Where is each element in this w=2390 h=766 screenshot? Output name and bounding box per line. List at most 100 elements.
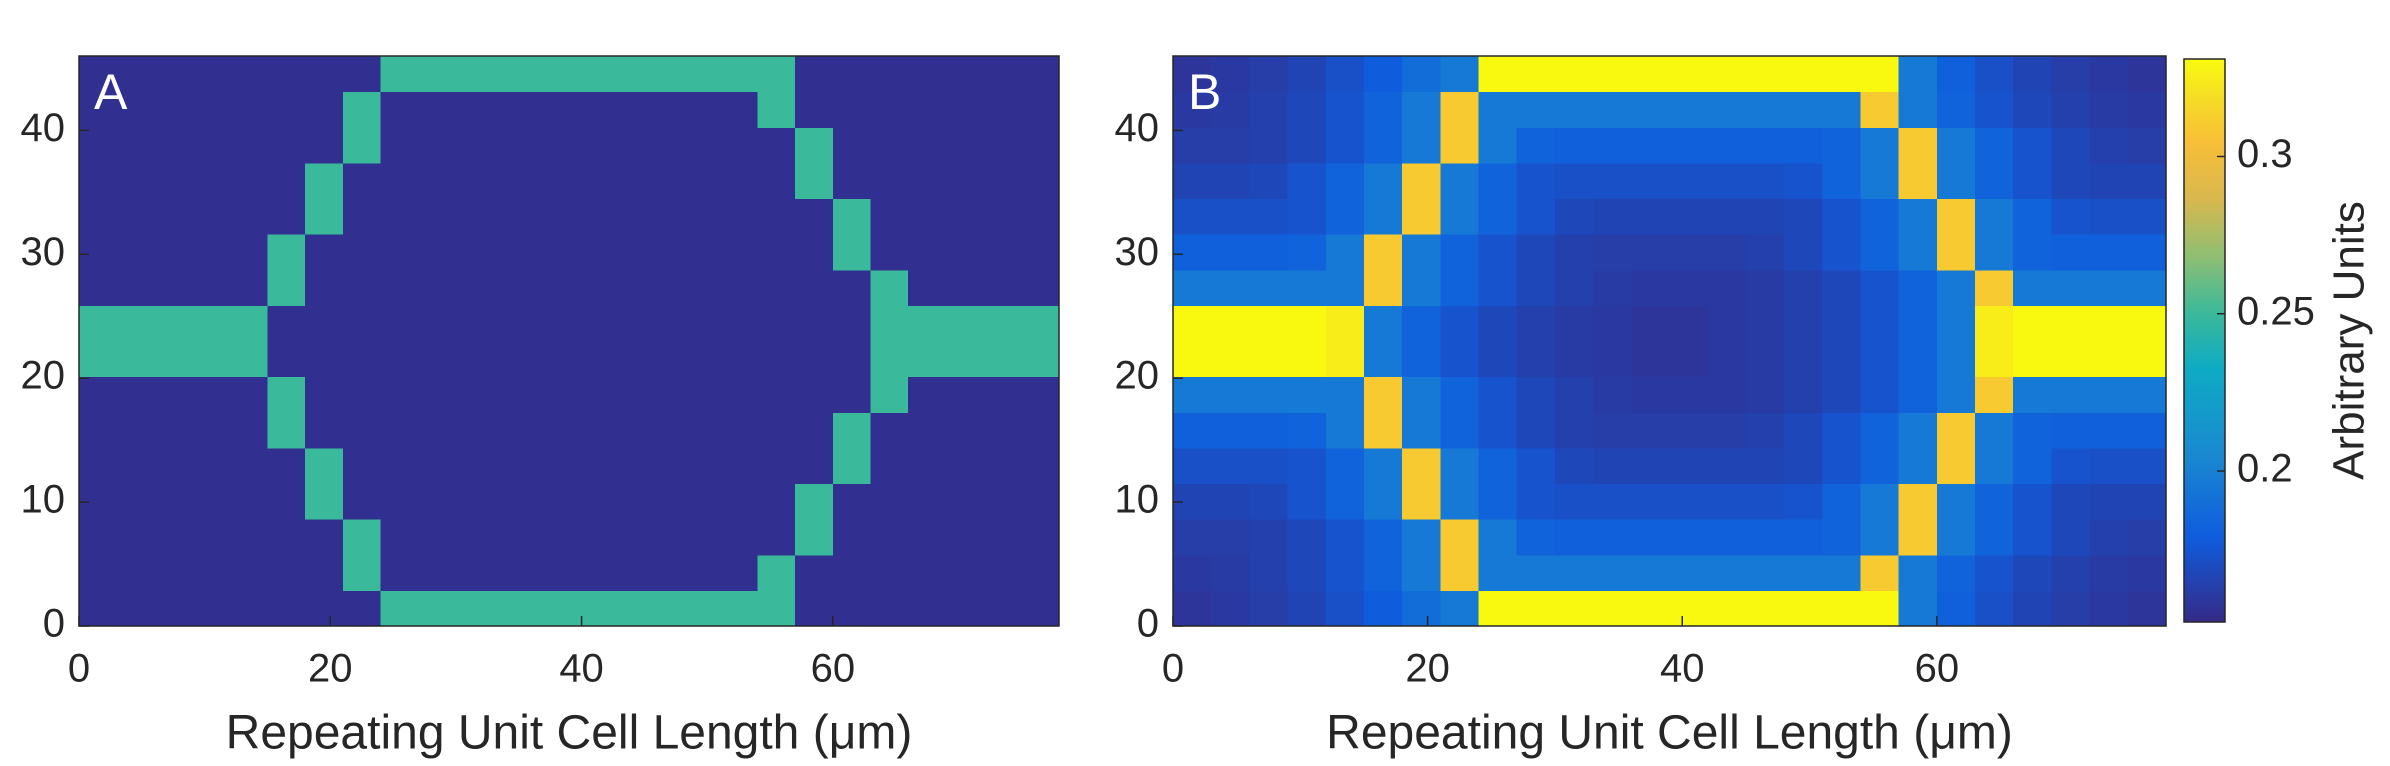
heatmap-cell	[116, 91, 155, 128]
heatmap-cell	[682, 198, 721, 235]
heatmap-cell	[267, 376, 306, 413]
heatmap-cell	[1745, 91, 1785, 128]
heatmap-cell	[1707, 554, 1747, 591]
heatmap-cell	[719, 162, 759, 200]
heatmap-cell	[1936, 519, 1976, 556]
x-tick-label: 20	[1405, 647, 1450, 691]
heatmap-cell	[1631, 554, 1671, 591]
heatmap-cell	[1249, 198, 1289, 235]
heatmap-cell	[908, 162, 947, 200]
heatmap-cell	[1021, 341, 1060, 378]
heatmap-cell	[1249, 234, 1289, 271]
heatmap-cell	[1249, 519, 1289, 556]
heatmap-cell	[1784, 519, 1823, 556]
heatmap-cell	[1211, 376, 1250, 413]
heatmap-cell	[342, 305, 382, 342]
heatmap-cell	[1287, 483, 1327, 520]
heatmap-cell	[418, 269, 457, 306]
heatmap-cell	[1402, 519, 1441, 556]
heatmap-cell	[1021, 56, 1060, 93]
heatmap-cell	[1402, 56, 1441, 93]
heatmap-cell	[305, 519, 344, 556]
heatmap-cell	[1173, 56, 1212, 93]
heatmap-cell	[267, 341, 306, 378]
heatmap-cell	[192, 519, 231, 556]
heatmap-cell	[569, 412, 608, 449]
colorbar-tick-label: 0.3	[2237, 132, 2293, 176]
heatmap-cell	[1363, 127, 1403, 164]
heatmap-cell	[644, 483, 683, 520]
heatmap-cell	[983, 447, 1022, 485]
heatmap-cell	[1593, 590, 1632, 627]
heatmap-cell	[79, 519, 118, 556]
heatmap-cell	[1173, 305, 1212, 342]
heatmap-cell	[1363, 412, 1403, 449]
heatmap-cell	[757, 162, 796, 200]
heatmap-cell	[757, 305, 796, 342]
heatmap-cell	[1516, 234, 1556, 271]
heatmap-cell	[342, 162, 382, 200]
heatmap-cell	[870, 590, 909, 627]
heatmap-cell	[795, 519, 834, 556]
heatmap-cell	[1822, 483, 1862, 520]
heatmap-cell	[192, 447, 231, 485]
heatmap-cell	[1402, 127, 1441, 164]
heatmap-cell	[832, 483, 872, 520]
heatmap-cell	[1936, 341, 1976, 378]
heatmap-cell	[1478, 305, 1518, 342]
heatmap-cell	[870, 447, 909, 485]
heatmap-cell	[1021, 198, 1060, 235]
heatmap-cell	[644, 198, 683, 235]
heatmap-cell	[1936, 127, 1976, 164]
heatmap-cell	[757, 56, 796, 93]
y-tick-label: 10	[21, 478, 66, 522]
heatmap-cell	[2013, 305, 2053, 342]
heatmap-cell	[832, 519, 872, 556]
heatmap-cell	[229, 305, 269, 342]
heatmap-cell	[644, 127, 683, 164]
heatmap-cell	[606, 483, 645, 520]
heatmap-cell	[1593, 198, 1632, 235]
heatmap-cell	[1554, 305, 1594, 342]
heatmap-cell	[644, 234, 683, 271]
heatmap-cell	[2013, 590, 2053, 627]
heatmap-cell	[1021, 590, 1060, 627]
heatmap-cell	[1440, 91, 1480, 128]
heatmap-cell	[116, 127, 155, 164]
heatmap-cell	[418, 234, 457, 271]
heatmap-cell	[1249, 412, 1289, 449]
heatmap-cell	[2127, 127, 2167, 164]
heatmap-cell	[757, 447, 796, 485]
heatmap-cell	[1593, 447, 1632, 485]
heatmap-cell	[79, 412, 118, 449]
heatmap-cell	[795, 91, 834, 128]
heatmap-cell	[1402, 91, 1441, 128]
heatmap-cell	[606, 305, 645, 342]
heatmap-cell	[1173, 412, 1212, 449]
heatmap-cell	[455, 554, 495, 591]
heatmap-cell	[1975, 127, 2014, 164]
colorbar-label: Arbitrary Units	[2325, 201, 2374, 480]
heatmap-cell	[380, 554, 419, 591]
heatmap-cell	[1554, 162, 1594, 200]
heatmap-cell	[1478, 234, 1518, 271]
heatmap-cell	[2013, 198, 2053, 235]
heatmap-cell	[493, 56, 532, 93]
heatmap-cell	[1975, 162, 2014, 200]
heatmap-cell	[1211, 56, 1250, 93]
heatmap-cell	[1211, 91, 1250, 128]
heatmap-cell	[1363, 91, 1403, 128]
heatmap-cell	[719, 56, 759, 93]
heatmap-cell	[682, 554, 721, 591]
heatmap-cell	[1287, 56, 1327, 93]
heatmap-cell	[1249, 590, 1289, 627]
heatmap-cell	[569, 341, 608, 378]
heatmap-cell	[1707, 376, 1747, 413]
heatmap-cell	[1707, 198, 1747, 235]
heatmap-cell	[1173, 341, 1212, 378]
heatmap-cell	[154, 412, 193, 449]
heatmap-cell	[1554, 519, 1594, 556]
heatmap-cell	[1936, 554, 1976, 591]
heatmap-cell	[757, 269, 796, 306]
heatmap-cell	[1936, 447, 1976, 485]
